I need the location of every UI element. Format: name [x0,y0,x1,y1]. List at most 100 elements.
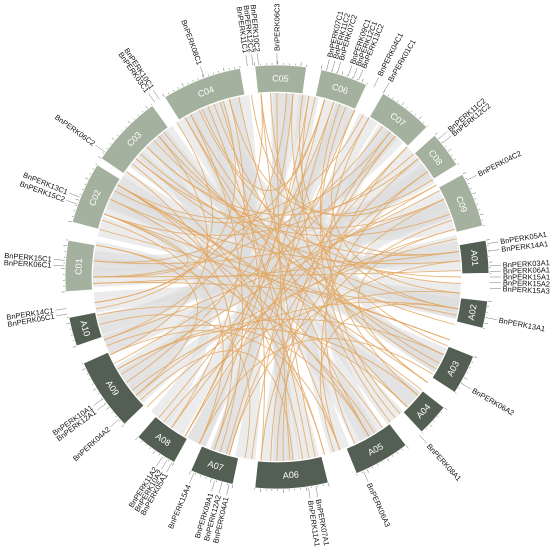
collinear-link-22 [93,198,444,265]
scale-tick [81,368,86,371]
collinear-link-36 [325,146,408,444]
scale-tick [93,388,97,391]
synteny-block-31 [146,133,320,460]
collinear-link-63 [92,126,383,278]
chromosome-C01 [64,239,96,293]
collinear-link-3 [201,99,326,191]
gene-pointer [53,265,65,267]
collinear-link-71 [301,95,391,423]
scale-tick [172,462,175,467]
chromosome-A04 [402,390,445,433]
gene-pointer [95,145,105,152]
collinear-link-92 [93,282,458,316]
collinear-link-89 [184,146,408,437]
collinear-link-41 [260,198,444,461]
gene-pointer [461,383,472,390]
gene-pointer [308,487,311,499]
collinear-link-15 [126,101,335,383]
scale-tick [106,406,110,410]
gene-pointer [156,456,163,467]
chromosome-C07 [368,92,428,147]
collinear-link-84 [95,122,213,310]
chromosome-C04 [164,67,246,121]
gene-label-26: BnPERK15C1 [4,251,52,264]
scale-tick [462,172,467,175]
scale-tick [401,102,405,106]
gene-label-35: BnPERK10C2 [249,4,262,52]
scale-tick [121,424,125,428]
synteny-block-26 [129,190,448,403]
scale-tick [341,71,344,76]
scale-tick [127,120,131,124]
synteny-block-36 [93,129,403,272]
collinear-link-69 [117,318,444,370]
gene-label-3: BnPERK06A1 [503,265,550,275]
collinear-link-11 [238,96,370,437]
collinear-link-5 [103,153,415,236]
collinear-link-8 [153,139,460,256]
scale-tick [328,482,330,487]
scale-tick [68,220,73,223]
chromosome-label-A06: A06 [283,469,300,480]
collinear-link-21 [103,190,440,341]
collinear-link-77 [120,184,437,375]
gene-pointer [315,486,319,498]
collinear-link-72 [103,213,326,455]
collinear-link-38 [260,93,316,458]
scale-tick [434,132,438,136]
scale-tick [361,78,364,83]
gene-pointer [347,65,352,77]
chromosome-A10 [68,311,103,347]
collinear-links-layer [92,92,462,462]
scale-tick [181,82,184,87]
collinear-link-44 [171,171,428,428]
synteny-block-35 [97,102,356,338]
gene-pointer [218,482,223,494]
collinear-link-19 [114,135,396,364]
scale-tick [201,74,204,79]
collinear-link-80 [101,219,224,444]
collinear-link-46 [131,301,459,391]
scale-tick [418,116,422,120]
scale-tick [483,322,488,324]
collinear-link-65 [228,99,434,215]
scale-tick [135,436,139,441]
gene-pointer [373,77,379,88]
scale-tick [152,450,156,455]
collinear-link-88 [117,114,364,219]
gene-pointer [189,472,194,484]
scale-tick [223,67,225,72]
chromosome-C09 [438,173,484,233]
scale-tick [320,65,323,70]
collinear-link-76 [139,350,294,461]
chromosome-A06 [254,456,329,490]
gene-label-16: BnPERK15A4 [166,483,193,530]
chromosome-C02 [71,164,121,230]
gene-pointer [153,90,160,100]
scale-tick [386,458,390,462]
collinear-link-60 [250,94,437,217]
collinear-link-79 [93,250,460,284]
collinear-link-75 [163,290,461,423]
collinear-link-95 [319,303,459,453]
collinear-link-48 [110,330,341,451]
scale-tick [429,424,433,428]
gene-pointer [161,459,168,470]
collinear-link-26 [92,270,461,278]
scale-tick [145,105,149,110]
gene-pointer [383,82,390,93]
gene-pointer [96,403,106,411]
collinear-link-74 [190,114,244,453]
chromosome-A07 [190,445,240,485]
gene-pointer [442,135,452,144]
synteny-block-38 [204,100,455,241]
gene-pointer [438,131,448,139]
gene-pointer [331,60,336,72]
chromosome-label-C01: C01 [73,258,84,275]
collinear-link-86 [270,93,428,383]
gene-label-29: BnPERK06C2 [53,113,97,148]
scale-tick [473,356,478,359]
gene-label-47: BnPERK04C2 [476,149,522,179]
scale-tick [405,445,409,449]
